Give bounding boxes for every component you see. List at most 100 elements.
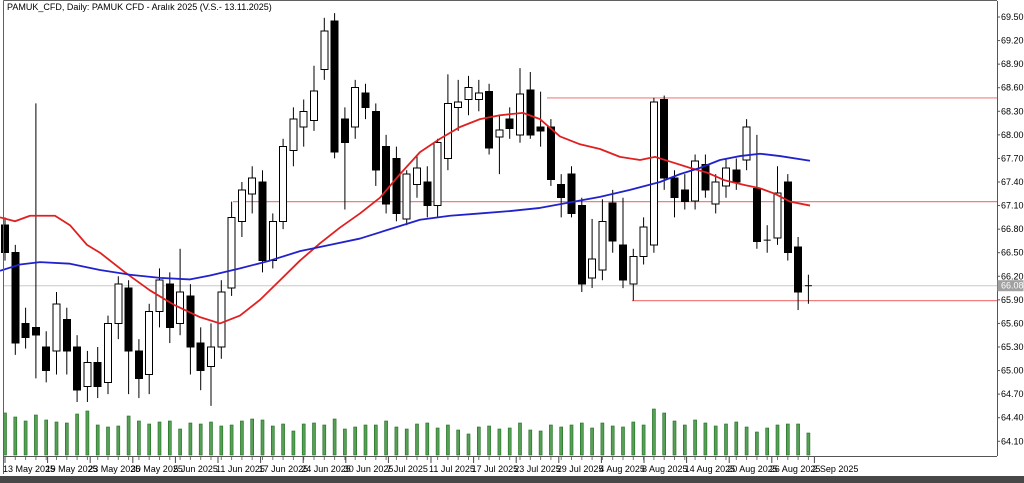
candle-body [299,110,308,128]
volume-bar [425,422,430,456]
candle-body [691,160,700,202]
candle-body [289,118,298,152]
volume-bar [260,419,265,456]
volume-bar [301,423,306,456]
candle-body [732,169,741,183]
volume-bar [785,423,790,456]
date-label: 19 May 2025 [46,464,98,474]
candle-body [268,220,277,262]
volume-bar [188,422,193,456]
candle-body [258,181,267,262]
candle-body [413,167,421,185]
candle-body [505,118,514,130]
candle-body [402,173,411,220]
volume-bar [240,420,244,456]
date-label: 30 Jun 2025 [344,464,394,474]
volume-bar [54,421,59,456]
candle-body [794,246,803,293]
volume-bar [713,425,718,456]
volume-bar [796,423,800,456]
candle-body [382,146,391,205]
candle-body [351,87,360,128]
volume-bar [75,413,79,456]
volume-bar [147,423,151,456]
date-label: 23 May 2025 [88,464,140,474]
candle-body [660,98,669,179]
volume-bar [291,430,296,456]
volume-bar [281,423,285,456]
candle-body [104,322,112,383]
candle-body [423,181,432,207]
bottom-bar [0,476,1024,483]
candle-body [248,177,257,195]
date-label: 11 Jul 2025 [429,464,475,474]
volume-bar [744,426,749,456]
candle-body [134,350,143,379]
date-label: 29 Jul 2025 [557,464,604,474]
candle-body [454,101,463,108]
candle-body [165,283,174,328]
candle-body [124,287,133,352]
volume-bar [703,422,708,456]
ma-slow-blue-line [0,152,811,281]
volume-bar [631,421,636,456]
candle-body [639,226,648,258]
price-label: 66.80 [1001,224,1024,234]
volume-bar [34,414,38,456]
volume-bar [85,410,90,456]
price-label: 65.00 [1001,366,1024,376]
candle-body [670,177,679,199]
price-label: 68.30 [1001,106,1024,116]
candle-body [73,346,82,391]
volume-bar [157,421,162,456]
volume-bar [693,419,697,456]
price-label: 65.90 [1001,295,1024,305]
price-label: 67.10 [1001,201,1024,211]
price-label: 67.70 [1001,153,1024,163]
price-label: 68.60 [1001,83,1024,93]
candle-body [722,167,730,187]
candle-body [31,326,40,336]
candle-body [783,181,792,254]
candle-body [577,205,586,285]
volume-bar [518,422,522,456]
volume-bar [476,426,481,456]
volume-bar [373,424,378,456]
candle-body [196,342,205,372]
volume-bar [178,428,182,456]
candle-body [21,322,30,339]
candle-body [93,362,102,387]
volume-bar [250,418,254,456]
chart-title: PAMUK_CFD, Daily: PAMUK CFD - Aralık 202… [7,2,272,12]
candle-body [207,346,215,368]
candle-body [536,126,545,132]
volume-bar [198,423,203,456]
date-label: 17 Jun 2025 [259,464,309,474]
candle-body [361,92,370,108]
date-label: 11 Jun 2025 [216,464,265,474]
volume-bar [415,423,419,456]
volume-bar [590,427,594,456]
volume-bar [332,418,337,456]
date-label: 8 Aug 2025 [642,464,688,474]
price-label: 66.50 [1001,248,1024,258]
price-label: 64.40 [1001,413,1024,423]
candle-body [330,20,339,153]
volume-bar [579,422,584,456]
candle-body [371,110,380,171]
candle-body [433,142,442,207]
price-label: 68.90 [1001,59,1024,69]
volume-bar [549,424,553,456]
candle-body [217,291,226,348]
price-label: 65.30 [1001,342,1024,352]
candle-body [546,126,555,181]
candle-body [83,362,92,387]
volume-bar [507,427,512,456]
volume-bar [137,420,141,456]
candle-body [608,202,617,242]
volume-bar [466,433,471,456]
candle-body [629,256,638,285]
volume-bar [116,425,121,456]
